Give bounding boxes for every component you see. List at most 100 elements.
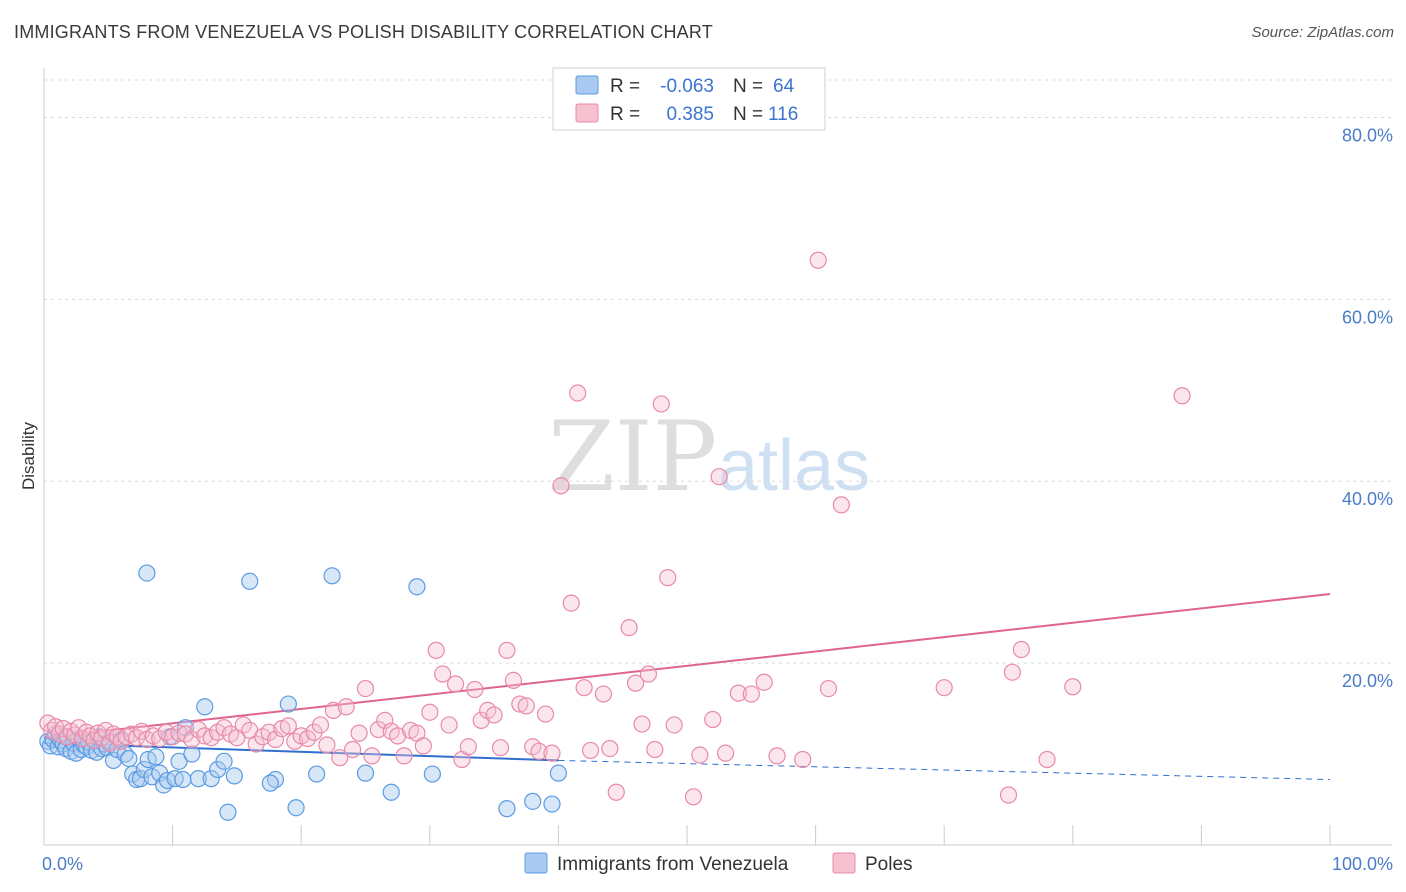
data-point-poles [344,740,362,759]
stats-n-value: 116 [768,104,798,125]
data-point-poles [311,716,330,734]
data-point-venezuela [543,795,561,813]
data-point-poles [1173,387,1191,405]
data-point-venezuela [524,792,542,810]
data-point-poles [1038,750,1056,769]
data-point-poles [446,675,465,693]
data-point-poles [646,740,664,759]
data-point-venezuela [196,698,214,716]
y-tick-label: 40.0% [1342,489,1393,509]
data-point-poles [530,742,548,760]
data-point-venezuela [308,765,326,783]
data-point-poles [1003,663,1021,681]
data-point-venezuela [138,564,156,582]
data-point-venezuela [498,800,516,818]
data-point-poles [633,715,651,733]
x-tick-label: 100.0% [1332,854,1393,874]
data-point-poles [363,747,381,765]
data-point-poles [575,679,593,697]
data-point-venezuela [202,770,220,788]
data-point-poles [356,679,375,698]
data-point-poles [729,684,748,702]
data-point-poles [1064,678,1082,696]
data-point-poles [1012,640,1030,659]
data-point-poles [324,701,342,720]
data-point-poles [337,698,355,716]
data-point-poles [498,641,516,659]
data-point-poles [395,747,413,765]
data-point-poles [318,736,336,754]
trend-lines [43,593,1331,781]
legend-label-poles: Poles [865,854,913,875]
data-point-poles [716,744,735,762]
stats-legend: R = -0.063 N = 64 R = 0.385 N = 116 [552,67,826,131]
y-axis-label: Disability [19,421,38,490]
data-point-venezuela [170,752,188,770]
x-tick-label: 0.0% [42,854,83,874]
data-point-poles [266,730,285,749]
data-point-poles [684,788,703,806]
data-point-poles [832,496,850,514]
y-tick-label: 80.0% [1342,125,1393,145]
data-point-poles [935,679,953,697]
chart-title: IMMIGRANTS FROM VENEZUELA VS POLISH DISA… [14,22,713,42]
stats-r-value: -0.063 [660,76,714,97]
stats-legend-swatch-pink [575,103,599,123]
data-point-poles [189,720,207,739]
data-point-poles [665,716,683,734]
data-point-venezuela [174,770,192,789]
data-point-poles [376,711,394,730]
x-tick-labels: 0.0% 100.0% [42,854,1393,874]
data-point-poles [710,468,728,486]
data-point-venezuela [183,745,201,763]
series-legend: Immigrants from Venezuela Poles [524,852,913,875]
stats-r-value: 0.385 [666,104,714,125]
data-point-poles [552,477,570,495]
data-point-poles [151,729,169,748]
data-point-poles [809,251,827,269]
data-point-venezuela [147,748,165,766]
data-point-poles [434,665,452,683]
data-point-poles [581,741,600,760]
axes [43,68,1392,846]
data-point-poles [768,747,786,765]
data-point-poles [704,710,722,729]
stats-r-label: R = [610,76,640,97]
stats-r-label: R = [610,104,640,125]
data-point-poles [517,697,535,715]
data-point-poles [414,737,432,755]
data-point-venezuela [356,764,375,782]
data-point-venezuela [241,572,259,590]
data-point-poles [369,720,387,739]
data-point-poles [594,685,613,703]
data-point-poles [350,724,368,742]
data-point-poles [639,665,658,683]
data-point-poles [659,569,677,587]
data-point-poles [543,744,561,762]
data-point-poles [536,705,555,723]
data-point-poles [607,783,625,801]
y-tick-label: 20.0% [1342,671,1393,691]
watermark-atlas: atlas [718,426,870,506]
data-point-poles [819,679,838,698]
data-point-venezuela [287,799,305,817]
y-tick-labels: 20.0% 40.0% 60.0% 80.0% [1342,125,1393,691]
stats-n-label: N = [733,76,763,97]
legend-swatch-poles [832,852,856,874]
data-point-venezuela [279,695,297,713]
data-point-venezuela [549,764,568,782]
data-point-poles [183,730,201,749]
data-point-poles [601,740,619,758]
data-point-poles [459,738,477,756]
stats-n-value: 64 [773,76,795,97]
y-tick-label: 60.0% [1342,307,1393,327]
data-point-poles [491,739,510,757]
data-point-poles [742,685,760,703]
data-point-poles [485,706,503,724]
trendline-poles [43,593,1331,739]
series-venezuela-points [39,564,568,821]
trendline-venezuela [43,742,559,762]
data-point-poles [440,716,458,734]
data-point-venezuela [323,567,341,585]
